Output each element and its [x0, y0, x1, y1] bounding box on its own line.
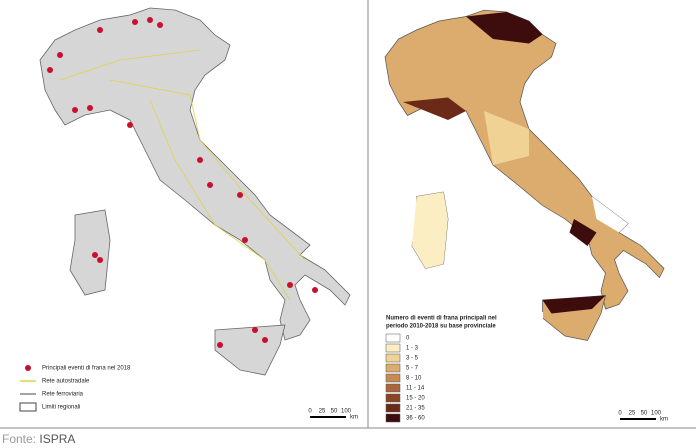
class-label: 3 - 5 — [406, 356, 419, 362]
legend-item: Rete ferroviaria — [20, 392, 84, 398]
scale-label: 25 — [629, 411, 636, 417]
class-swatch — [385, 363, 401, 373]
source: ISPRA — [39, 432, 76, 446]
maps: Principali eventi di frana nel 2018 Rete … — [0, 0, 696, 429]
italy-left — [39, 7, 351, 376]
class-swatch — [385, 373, 401, 383]
legend-item: Principali eventi di frana nel 2018 — [25, 365, 131, 372]
scale-label: 25 — [319, 409, 326, 415]
class-label: 21 - 35 — [406, 406, 425, 412]
class-swatch — [385, 333, 401, 343]
scale-label: 50 — [331, 409, 338, 415]
legend-label: Rete autostradale — [42, 379, 90, 385]
class-swatch — [385, 383, 401, 393]
landslide-pins — [47, 17, 318, 348]
scale-bar-fill — [620, 418, 656, 420]
class-label: 36 - 60 — [406, 416, 425, 422]
legend-title: periodo 2010-2018 su base provinciale — [386, 324, 496, 330]
class-swatch — [385, 343, 401, 353]
legend-label: Limiti regionali — [42, 405, 80, 411]
class-label: 1 - 3 — [406, 346, 419, 352]
italy-right — [384, 9, 665, 341]
legend-label: Rete ferroviaria — [42, 392, 84, 398]
footer: Fonte: ISPRA — [2, 432, 75, 446]
class-label: 8 - 10 — [406, 376, 422, 382]
scale-label: 0 — [618, 411, 622, 417]
class-swatch — [385, 403, 401, 413]
scale-bar-fill — [310, 416, 346, 418]
class-swatch — [385, 393, 401, 403]
legend-item: Limiti regionali — [19, 402, 80, 412]
scale-label: 100 — [651, 411, 662, 417]
legend-item: Rete autostradale — [20, 379, 90, 385]
scale-unit: km — [660, 417, 668, 423]
legend-label: Principali eventi di frana nel 2018 — [42, 366, 131, 372]
pin-symbol — [25, 365, 31, 371]
class-label: 15 - 20 — [406, 396, 425, 402]
right-legend: Numero di eventi di frana principali nel… — [383, 312, 543, 424]
class-label: 5 - 7 — [406, 366, 419, 372]
scale-unit: km — [350, 415, 358, 421]
scale-label: 0 — [308, 409, 312, 415]
roads — [59, 49, 306, 301]
scale-label: 100 — [341, 409, 352, 415]
legend-title: Numero di eventi di frana principali nel — [386, 316, 497, 322]
class-swatch — [385, 413, 401, 423]
source-label: Fonte: — [2, 432, 37, 446]
class-label: 0 — [406, 336, 410, 342]
class-label: 11 - 14 — [406, 386, 425, 392]
class-swatch — [385, 353, 401, 363]
legend-box — [383, 312, 543, 424]
left-legend: Principali eventi di frana nel 2018 Rete … — [19, 365, 131, 412]
scale-label: 50 — [641, 411, 648, 417]
region-symbol — [19, 402, 37, 412]
